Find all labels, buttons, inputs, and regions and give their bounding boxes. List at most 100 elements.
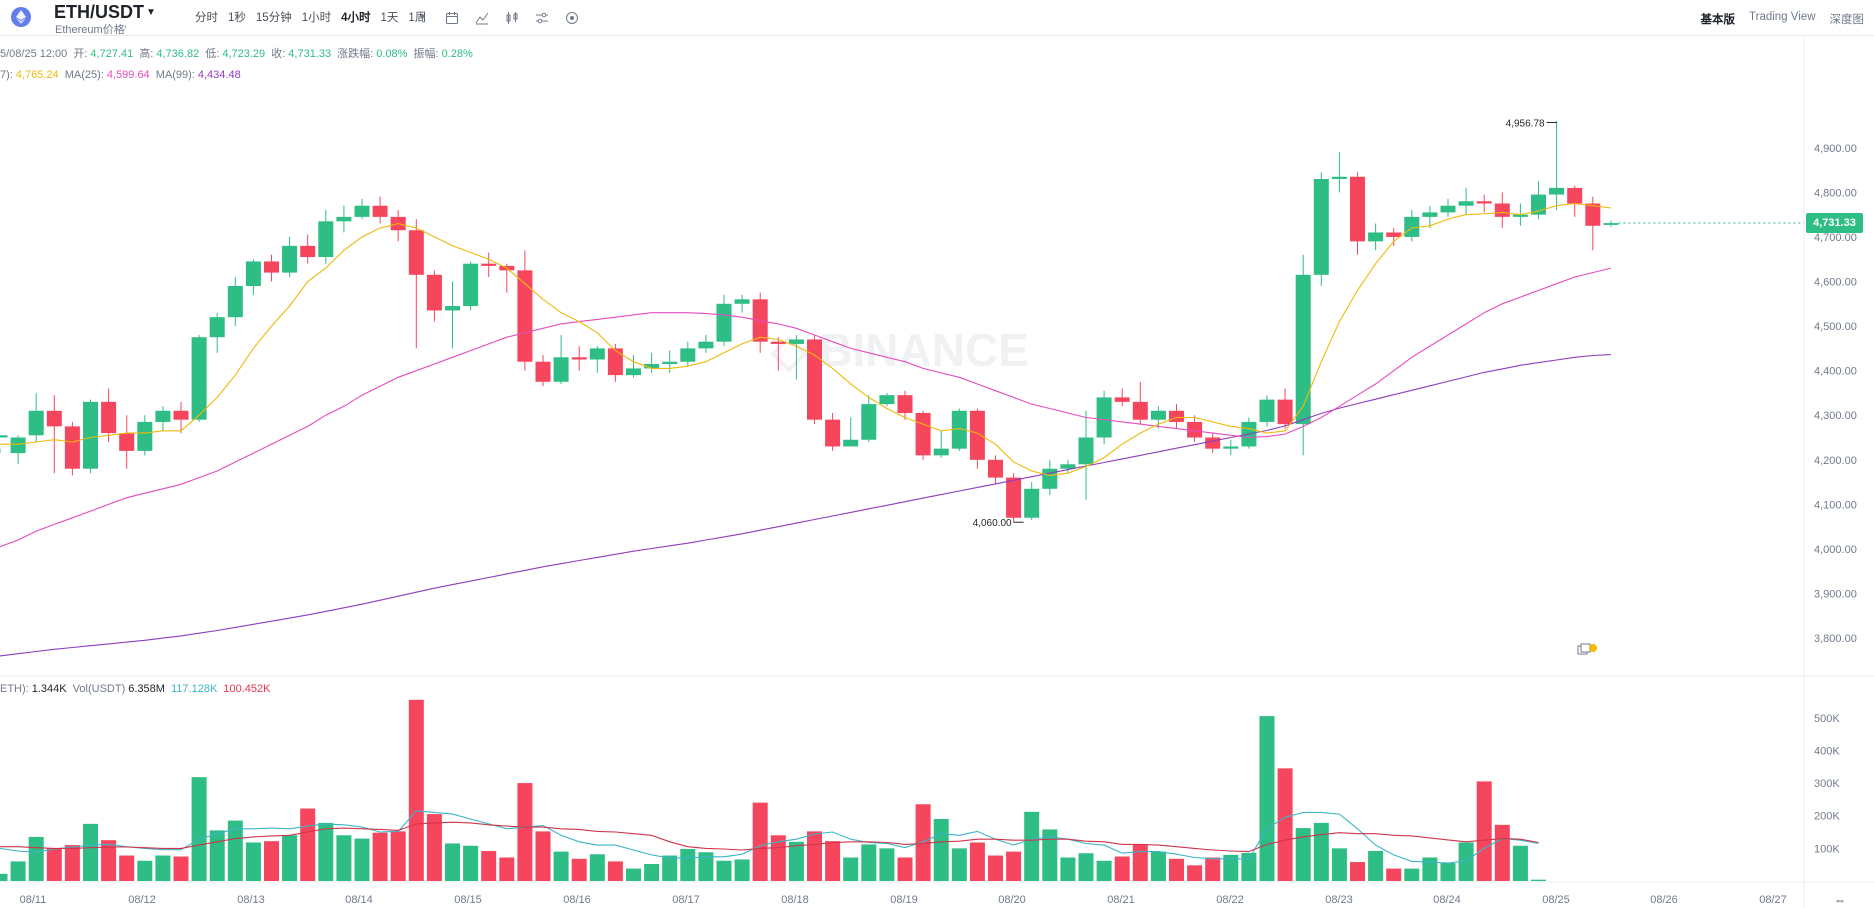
- volume-bar: [173, 856, 189, 881]
- interval-tab[interactable]: 15分钟: [255, 12, 292, 24]
- candle: [1187, 415, 1203, 442]
- candle-body: [1114, 397, 1130, 402]
- view-tab-depth[interactable]: 深度图: [1829, 14, 1865, 26]
- volume-bar: [300, 808, 316, 881]
- candle: [1386, 228, 1402, 246]
- ohlc-legend: 5/08/25 12:00 开: 4,727.41 高: 4,736.82 低: 4,…: [0, 45, 476, 61]
- high-label: 高:: [139, 48, 154, 60]
- pair-subtitle[interactable]: Ethereum价格: [55, 24, 125, 36]
- interval-tab[interactable]: 1小时: [301, 12, 332, 24]
- volume-bar: [988, 855, 1003, 881]
- candle-body: [607, 348, 623, 376]
- candle-body: [1132, 401, 1148, 420]
- candle: [390, 210, 406, 242]
- volume-bar: [1187, 865, 1203, 881]
- candle-body: [1404, 216, 1420, 237]
- candle-body: [1313, 178, 1329, 275]
- interval-more-icon[interactable]: ▼: [418, 12, 427, 22]
- volume-bar: [517, 783, 533, 881]
- interval-tab-active[interactable]: 4小时: [341, 12, 371, 24]
- candle: [843, 417, 859, 447]
- candle-body: [734, 299, 750, 304]
- interval-tab[interactable]: 分时: [195, 12, 218, 24]
- candle: [372, 196, 388, 224]
- candle-body: [101, 401, 117, 434]
- view-tab-tradingview[interactable]: Trading View: [1749, 11, 1816, 23]
- candle: [861, 395, 877, 442]
- candle: [770, 337, 786, 371]
- candle: [101, 388, 117, 442]
- vol-ma5-value: 117.128K: [171, 683, 218, 695]
- candle: [426, 270, 442, 322]
- chevron-right-icon[interactable]: ›: [124, 22, 127, 31]
- volume-bar: [1150, 851, 1166, 881]
- volume-bar: [644, 864, 660, 881]
- volume-bar: [1241, 852, 1257, 881]
- candle: [879, 392, 895, 407]
- candle-body: [1331, 176, 1347, 179]
- kline-chart[interactable]: ◇ BINANCE4,900.004,800.004,700.004,600.0…: [0, 36, 1874, 908]
- low-marker-label: 4,060.00: [973, 518, 1012, 529]
- caret-down-icon[interactable]: ▼: [146, 7, 156, 18]
- volume-bar: [626, 868, 641, 881]
- notification-dot: [1589, 644, 1597, 652]
- candle: [607, 343, 623, 382]
- candle-body: [1150, 410, 1166, 420]
- candle-body: [318, 221, 334, 257]
- interval-tab[interactable]: 1周: [408, 12, 427, 24]
- axis-resize-icon[interactable]: ⇔: [1834, 893, 1846, 907]
- candle-body: [1024, 488, 1040, 518]
- candle: [1368, 223, 1384, 251]
- volume-bar: [499, 857, 515, 881]
- candle-body: [807, 339, 822, 420]
- volume-bar: [426, 814, 442, 881]
- candle: [1169, 404, 1184, 429]
- candle: [119, 415, 135, 469]
- view-tab-basic[interactable]: 基本版: [1700, 14, 1736, 26]
- interval-tab[interactable]: 1天: [380, 12, 399, 24]
- volume-bar: [119, 855, 135, 881]
- candle: [1223, 439, 1239, 456]
- candle-type-icon[interactable]: [503, 10, 521, 26]
- open-label: 开:: [73, 48, 88, 60]
- volume-bar: [770, 835, 786, 881]
- candle-body: [10, 437, 26, 454]
- volume-bar: [1313, 822, 1329, 881]
- candle: [752, 292, 768, 353]
- indicator-icon[interactable]: [473, 10, 491, 26]
- candle: [245, 259, 261, 295]
- price-tick-label: 4,000.00: [1814, 544, 1857, 556]
- volume-bar: [463, 845, 479, 881]
- volume-bar: [1440, 863, 1456, 881]
- price-tick-label: 4,400.00: [1814, 366, 1857, 378]
- candle: [1042, 459, 1058, 496]
- time-tick-label: 08/17: [672, 894, 700, 906]
- view-tabs: 基本版 Trading View 深度图: [1701, 11, 1864, 27]
- volume-bar: [716, 860, 732, 881]
- volume-bar: [915, 804, 931, 881]
- candle: [1060, 459, 1076, 474]
- screenshot-icon[interactable]: [563, 10, 581, 26]
- candle: [1350, 172, 1365, 255]
- candle: [807, 334, 822, 425]
- interval-tab[interactable]: 1秒: [228, 12, 246, 24]
- candle-body: [1205, 437, 1221, 449]
- candle: [788, 334, 804, 380]
- calendar-icon[interactable]: [443, 10, 461, 26]
- volume-ma10-line: [0, 821, 1539, 853]
- volume-bar: [354, 838, 370, 881]
- candle-body: [843, 439, 859, 447]
- volume-bar: [1060, 857, 1076, 881]
- volume-bar: [209, 830, 225, 881]
- settings-icon[interactable]: [533, 10, 551, 26]
- candle-body: [698, 341, 714, 349]
- volume-bar: [553, 851, 569, 881]
- chart-tools: [443, 10, 581, 26]
- candle-body: [300, 245, 316, 257]
- volume-bar: [734, 859, 750, 881]
- candle-body: [825, 419, 841, 447]
- pair-selector[interactable]: ETH/USDT: [54, 2, 144, 22]
- vol-usdt-value: 6.358M: [128, 683, 165, 695]
- candle-body: [1440, 205, 1456, 213]
- candle-body: [1422, 212, 1438, 217]
